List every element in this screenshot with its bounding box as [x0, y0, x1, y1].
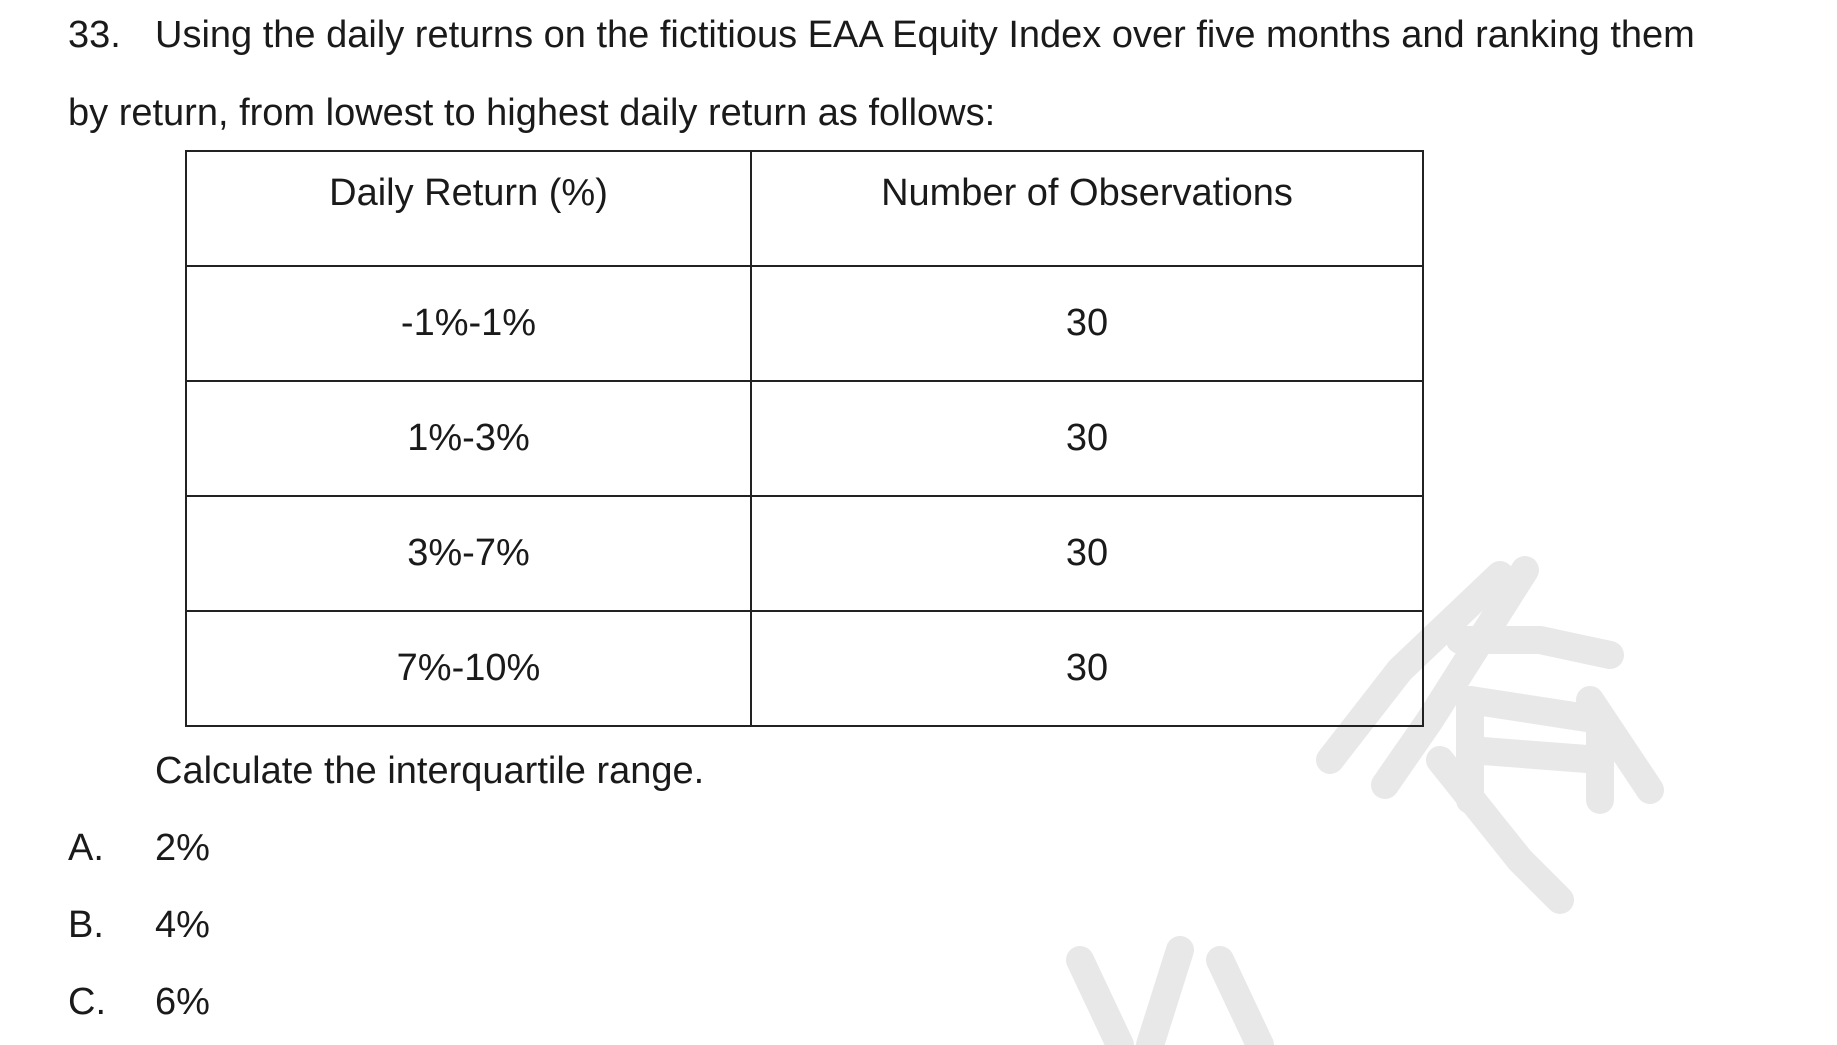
question-text-line2: by return, from lowest to highest daily … [68, 92, 996, 134]
answer-option-a[interactable]: A. 2% [68, 827, 210, 870]
observation-count-cell: 30 [750, 265, 1424, 382]
option-text: 2% [155, 827, 210, 869]
return-range-cell: -1%-1% [185, 265, 752, 382]
frequency-table: Daily Return (%) Number of Observations … [185, 150, 1424, 727]
table-header-row: Daily Return (%) Number of Observations [185, 150, 1424, 267]
column-header-observations: Number of Observations [750, 150, 1424, 267]
question-text-line1: Using the daily returns on the fictitiou… [155, 14, 1695, 56]
return-range-cell: 1%-3% [185, 380, 752, 497]
return-range-cell: 3%-7% [185, 495, 752, 612]
question-number: 33. [68, 14, 121, 56]
answer-option-b[interactable]: B. 4% [68, 904, 210, 947]
question-instruction: Calculate the interquartile range. [155, 750, 705, 792]
option-letter: B. [68, 904, 104, 946]
table-row: -1%-1% 30 [185, 265, 1424, 382]
return-range-cell: 7%-10% [185, 610, 752, 727]
column-header-daily-return: Daily Return (%) [185, 150, 752, 267]
table-row: 1%-3% 30 [185, 380, 1424, 497]
option-text: 4% [155, 904, 210, 946]
table-row: 3%-7% 30 [185, 495, 1424, 612]
table-row: 7%-10% 30 [185, 610, 1424, 727]
observation-count-cell: 30 [750, 380, 1424, 497]
observation-count-cell: 30 [750, 610, 1424, 727]
option-letter: C. [68, 981, 106, 1023]
option-letter: A. [68, 827, 104, 869]
answer-option-c[interactable]: C. 6% [68, 981, 210, 1024]
option-text: 6% [155, 981, 210, 1023]
observation-count-cell: 30 [750, 495, 1424, 612]
